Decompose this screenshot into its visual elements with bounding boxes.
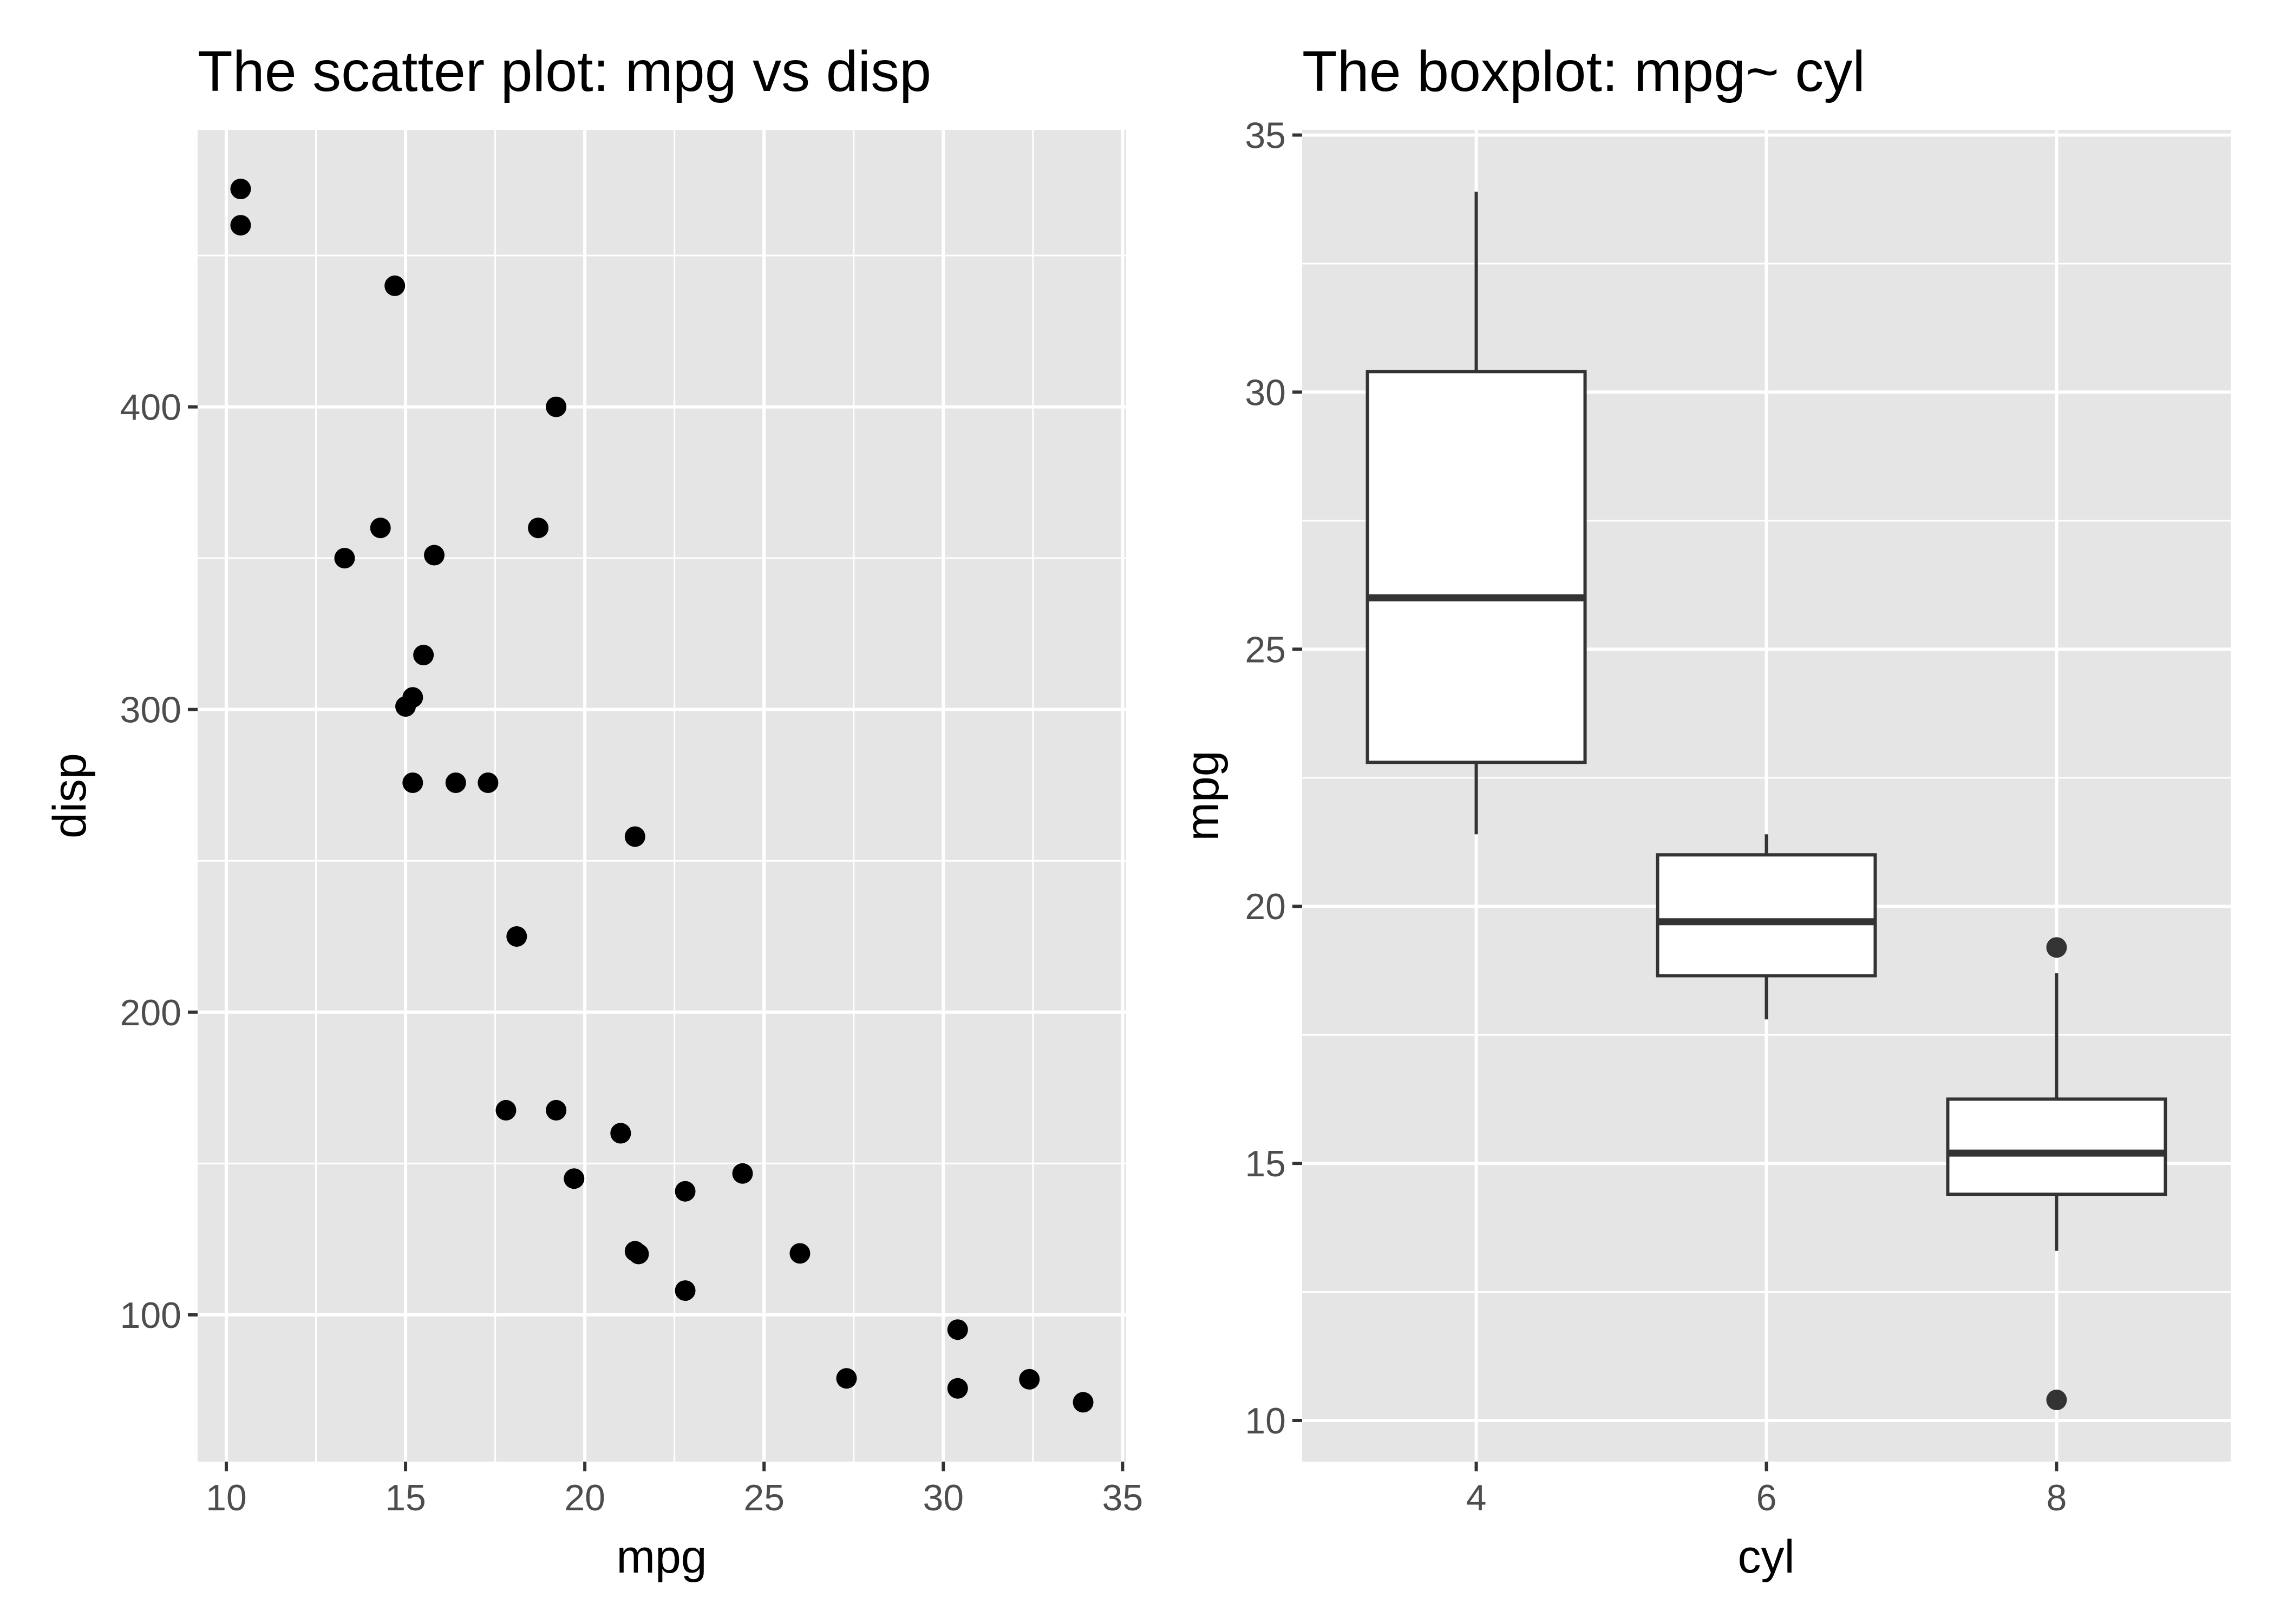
boxplot-y-tick-label: 35 (1245, 115, 1286, 156)
scatter-points (230, 179, 1094, 1413)
scatter-point (836, 1368, 857, 1389)
scatter-point (675, 1280, 696, 1301)
boxplot-y-tick-label: 20 (1245, 886, 1286, 927)
scatter-point (424, 545, 445, 566)
scatter-point (610, 1123, 631, 1144)
scatter-point (546, 1099, 567, 1121)
boxplot-box-body (1946, 1097, 2167, 1196)
scatter-x-tick-label: 35 (1102, 1477, 1143, 1518)
scatter-x-tick-label: 10 (206, 1477, 247, 1518)
scatter-point (732, 1163, 753, 1184)
boxplot-chart: The boxplot: mpg~ cyl 4 6 8 10 15 20 25 30 35 c… (1177, 40, 2231, 1583)
scatter-title: The scatter plot: mpg vs disp (198, 40, 931, 103)
boxplot-x-tick-label: 4 (1466, 1477, 1487, 1518)
scatter-panel (198, 130, 1126, 1462)
scatter-x-tick-label: 25 (743, 1477, 785, 1518)
boxplot-x-axis-title: cyl (1737, 1531, 1794, 1583)
boxplot-y-tick-label: 30 (1245, 372, 1286, 413)
scatter-y-tick-label: 100 (120, 1295, 181, 1336)
scatter-point (528, 518, 549, 539)
scatter-point (624, 826, 645, 847)
boxplot-x-tick-label: 6 (1756, 1477, 1777, 1518)
scatter-x-tick-label: 30 (923, 1477, 964, 1518)
scatter-y-tick-label: 200 (120, 992, 181, 1033)
scatter-y-tick-label: 300 (120, 690, 181, 731)
scatter-point (384, 275, 406, 296)
scatter-point (789, 1243, 811, 1264)
boxplot-y-axis-title: mpg (1177, 750, 1229, 841)
scatter-x-axis-title: mpg (616, 1531, 707, 1583)
scatter-point (370, 518, 391, 539)
scatter-x-tick-label: 15 (385, 1477, 426, 1518)
scatter-point (402, 772, 423, 793)
boxplot-box-6 (1656, 834, 1877, 1020)
scatter-chart: The scatter plot: mpg vs disp 10 15 20 25 30… (44, 40, 1143, 1583)
scatter-x-axis: 10 15 20 25 30 35 (206, 1462, 1143, 1518)
boxplot-y-tick-label: 25 (1245, 629, 1286, 670)
boxplot-x-axis: 4 6 8 (1466, 1462, 2067, 1518)
scatter-point (334, 548, 355, 569)
boxplot-outlier-point (2046, 1390, 2067, 1411)
scatter-point (230, 179, 251, 200)
boxplot-outlier-point (2046, 937, 2067, 958)
scatter-y-axis-title: disp (44, 753, 96, 839)
boxplot-box-8 (1946, 937, 2167, 1411)
scatter-grid (198, 130, 1126, 1462)
scatter-point (624, 1241, 645, 1262)
boxplot-box-4 (1365, 191, 1587, 835)
scatter-y-tick-label: 400 (120, 387, 181, 428)
scatter-point (395, 696, 416, 717)
boxplot-box-body (1656, 853, 1877, 978)
scatter-point (413, 645, 434, 666)
scatter-point (445, 772, 466, 793)
boxplot-x-tick-label: 8 (2047, 1477, 2067, 1518)
boxplot-y-tick-label: 15 (1245, 1143, 1286, 1184)
scatter-point (230, 215, 251, 236)
boxplot-box-body (1365, 370, 1587, 764)
scatter-point (546, 396, 567, 417)
boxplot-title: The boxplot: mpg~ cyl (1302, 40, 1865, 103)
boxplot-y-tick-label: 10 (1245, 1400, 1286, 1442)
scatter-point (478, 772, 499, 793)
scatter-x-tick-label: 20 (564, 1477, 605, 1518)
scatter-point (1073, 1392, 1094, 1413)
scatter-point (675, 1181, 696, 1202)
scatter-point (947, 1319, 968, 1340)
boxplot-marks (1365, 191, 2167, 1411)
scatter-point (495, 1099, 517, 1121)
scatter-point (564, 1168, 585, 1189)
scatter-y-axis: 100 200 300 400 (120, 387, 198, 1336)
scatter-point (506, 926, 527, 947)
scatter-point (1019, 1368, 1040, 1390)
boxplot-y-axis: 10 15 20 25 30 35 (1245, 115, 1302, 1442)
scatter-point (947, 1378, 968, 1399)
